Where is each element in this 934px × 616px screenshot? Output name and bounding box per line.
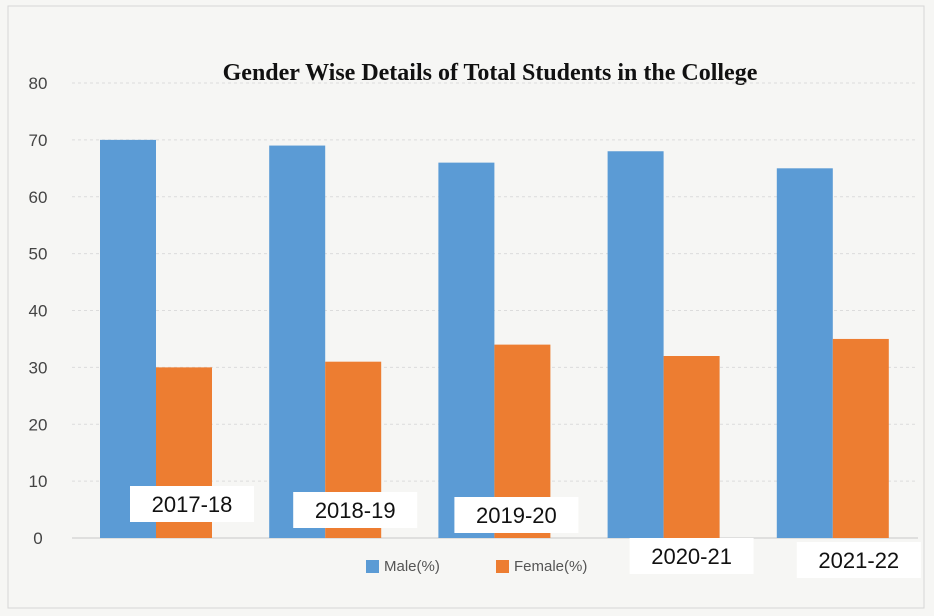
bar-male-2020-21 [607, 151, 664, 538]
legend-label-female: Female(%) [514, 558, 587, 575]
bar-male-2018-19 [269, 145, 326, 538]
bar-male-2017-18 [100, 139, 156, 538]
bar-male-2019-20 [438, 162, 495, 538]
category-label: 2019-20 [476, 503, 557, 528]
legend-swatch-male [366, 560, 379, 573]
bars [100, 139, 889, 538]
category-label: 2017-18 [152, 492, 233, 517]
category-label: 2021-22 [818, 548, 899, 573]
y-tick-label: 80 [29, 74, 48, 93]
y-tick-label: 10 [29, 472, 48, 491]
bar-female-2020-21 [663, 356, 720, 538]
y-tick-label: 70 [29, 131, 48, 150]
legend-swatch-female [496, 560, 509, 573]
chart-border [7, 5, 925, 609]
legend-label-male: Male(%) [384, 558, 440, 575]
category-label: 2020-21 [651, 544, 732, 569]
category-labels: 2017-18 2018-19 2019-20 2020-21 2021-22 [130, 486, 921, 578]
category-label-background [293, 492, 418, 528]
category-label-background [796, 542, 921, 578]
y-tick-label: 40 [29, 302, 48, 321]
y-tick-label: 0 [33, 529, 42, 548]
bar-female-2021-22 [832, 338, 889, 538]
legend: Male(%) Female(%) [366, 558, 587, 575]
y-axis-ticks: 0 10 20 30 40 50 60 70 80 [29, 74, 48, 548]
bar-male-2021-22 [776, 168, 833, 538]
y-tick-label: 60 [29, 188, 48, 207]
chart-title: Gender Wise Details of Total Students in… [223, 60, 758, 86]
y-tick-label: 30 [29, 358, 48, 377]
y-tick-label: 50 [29, 245, 48, 264]
category-label: 2018-19 [315, 498, 396, 523]
category-label-background [629, 538, 754, 574]
y-tick-label: 20 [29, 415, 48, 434]
category-label-background [130, 486, 254, 522]
category-label-background [454, 497, 579, 533]
